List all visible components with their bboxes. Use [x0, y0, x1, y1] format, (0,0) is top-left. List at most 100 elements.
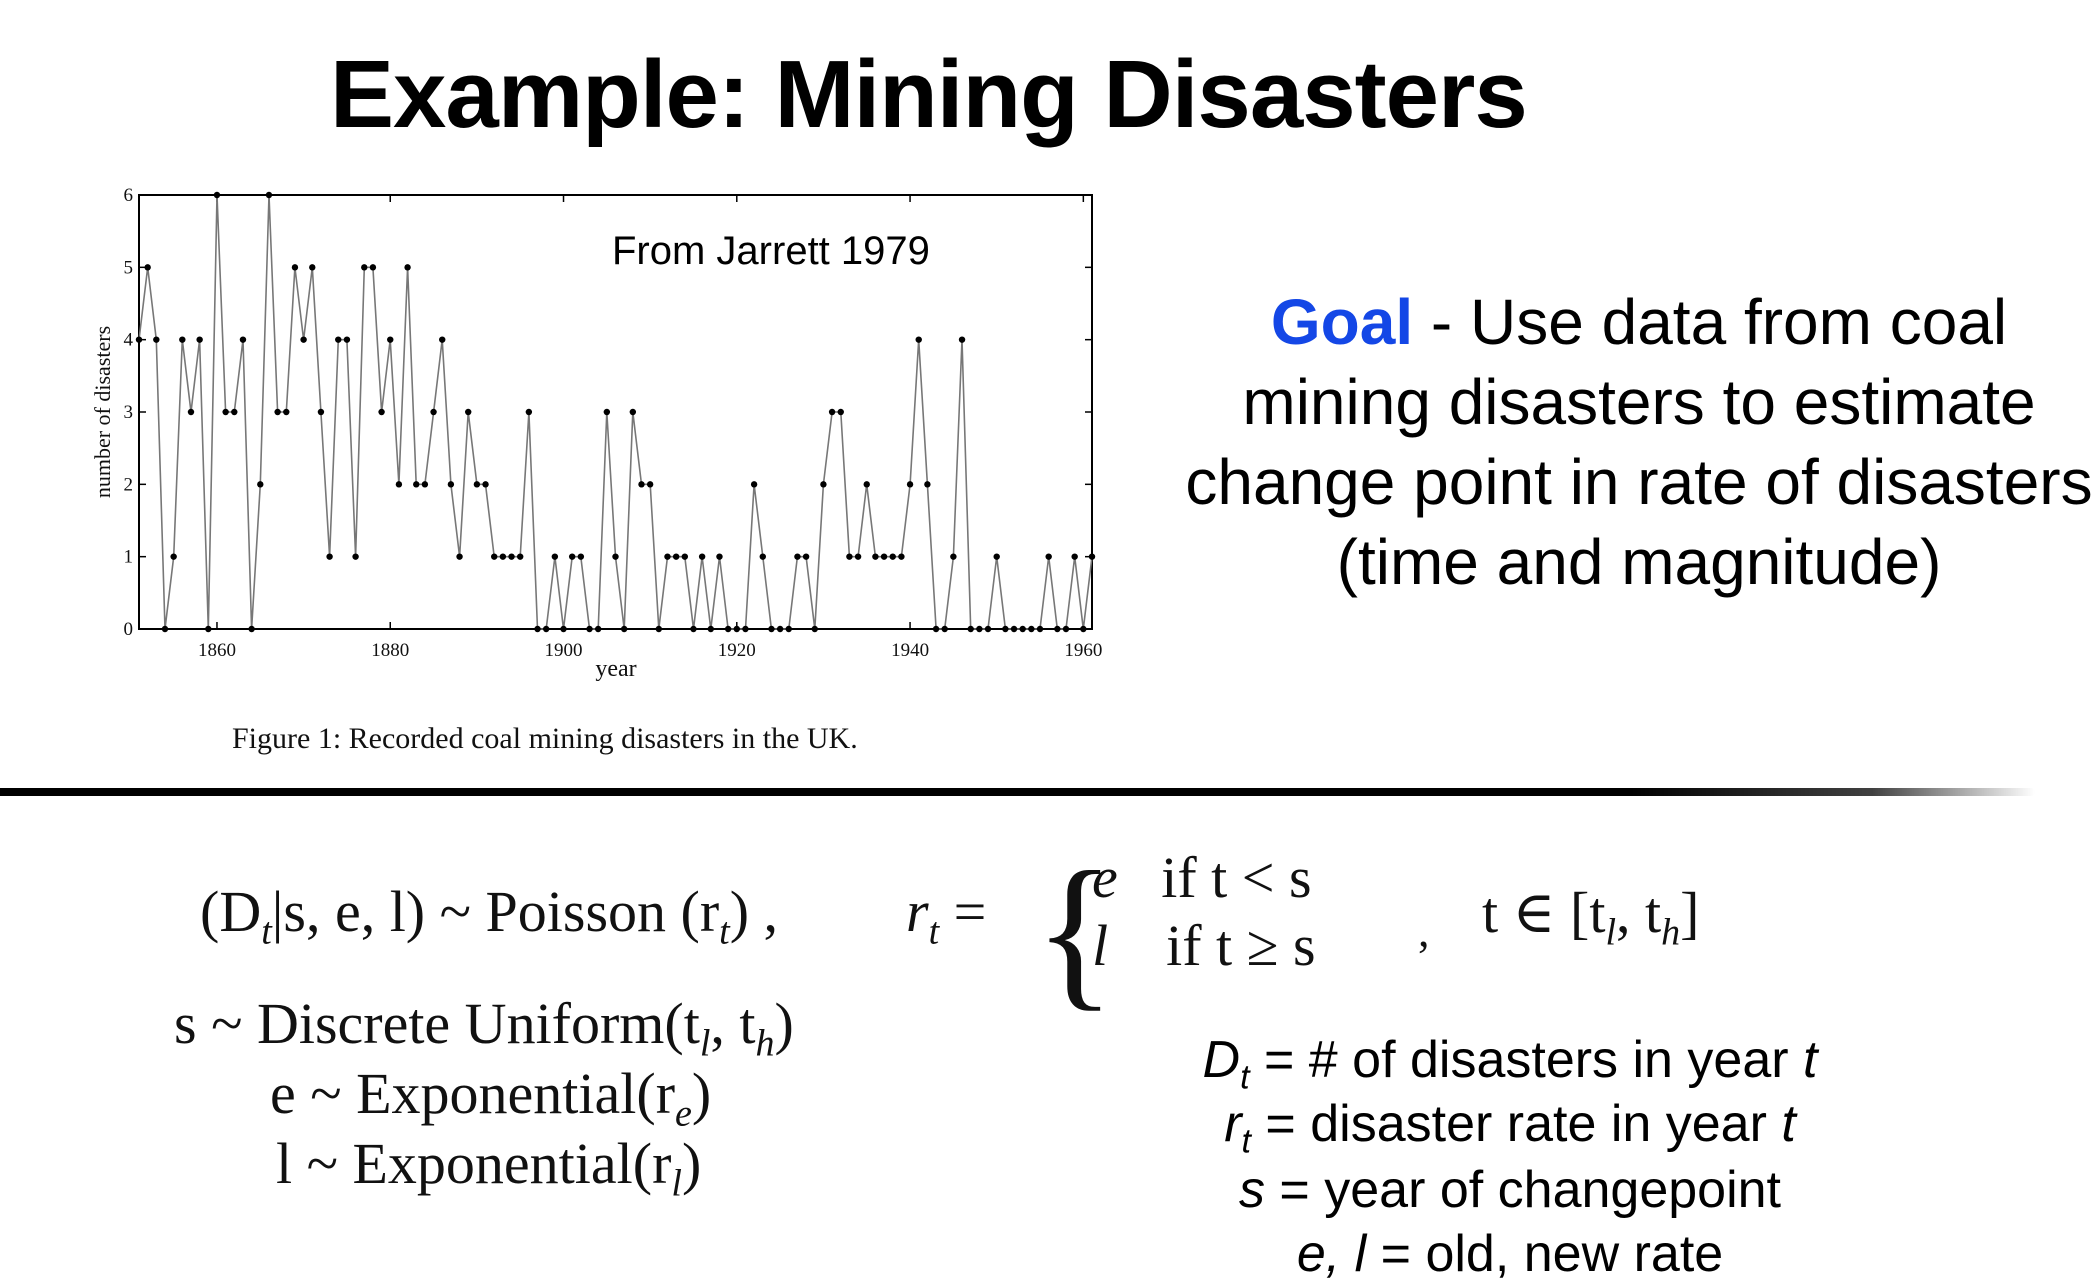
series-points-group [135, 191, 1096, 633]
data-point [603, 408, 611, 416]
data-point [248, 625, 255, 633]
y-tick-label: 0 [124, 619, 134, 640]
data-point [698, 553, 706, 560]
data-point [655, 625, 663, 633]
data-point [768, 625, 775, 633]
rate-lhs-sub: t [928, 910, 940, 953]
x-tick-label: 1960 [1064, 640, 1102, 661]
data-point [508, 553, 515, 560]
data-point [1071, 553, 1078, 560]
data-point [811, 625, 818, 633]
data-point [473, 481, 481, 488]
data-point [231, 408, 238, 416]
chart-annotation: From Jarrett 1979 [612, 229, 930, 273]
data-point [335, 336, 342, 343]
data-point [915, 336, 922, 343]
data-point [378, 408, 385, 416]
data-point [300, 336, 307, 343]
data-point [517, 553, 524, 560]
data-point [369, 264, 377, 271]
data-point [257, 481, 264, 488]
def-d-text: = # of disasters in year [1249, 1031, 1804, 1089]
likelihood-equation: (Dt|s, e, l) ~ Poisson (rt) , [200, 878, 778, 954]
y-tick-label: 3 [124, 402, 134, 423]
data-point [620, 625, 628, 633]
definition-disasters: Dt = # of disasters in year t [1160, 1030, 1860, 1097]
data-point [1028, 625, 1035, 633]
definition-rates: e, l = old, new rate [1160, 1224, 1860, 1284]
range-sub-high: h [1661, 911, 1681, 954]
range-mid: , t [1616, 880, 1662, 945]
case-after-changepoint: l if t ≥ s [1092, 912, 1316, 979]
data-point [1019, 625, 1026, 633]
def-r-symbol: r [1224, 1095, 1242, 1153]
data-point [716, 553, 723, 560]
data-point [906, 481, 914, 488]
slide-title: Example: Mining Disasters [330, 41, 1528, 148]
data-point [447, 481, 455, 488]
disasters-chart: 1860 1880 1900 1920 1940 1960 0 1 2 3 4 5 6 From Jar… [90, 185, 1102, 682]
prior-s-text: s ~ Discrete Uniform(t [174, 991, 700, 1056]
case1-value: e [1092, 845, 1118, 910]
data-point [586, 625, 593, 633]
data-point [1062, 625, 1070, 633]
def-r-var: t [1781, 1095, 1796, 1153]
goal-text: - Use data from coal mining disasters to… [1185, 286, 2093, 598]
data-point [196, 336, 203, 343]
data-point [560, 625, 567, 633]
data-point [759, 553, 766, 560]
data-point [309, 264, 316, 271]
data-point [1002, 625, 1009, 633]
data-point [430, 408, 437, 416]
data-point [361, 264, 368, 271]
data-point [439, 336, 446, 343]
y-tick-label: 1 [124, 547, 134, 568]
x-axis-label: year [595, 656, 636, 682]
definition-rate: rt = disaster rate in year t [1160, 1094, 1860, 1161]
data-point [889, 553, 896, 560]
likelihood-lhs-sub: t [261, 910, 272, 953]
prior-l-close: ) [681, 1131, 702, 1196]
range-prefix: t ∈ [t [1482, 880, 1606, 945]
data-point [932, 625, 940, 633]
data-point [1045, 553, 1052, 560]
data-point [135, 336, 143, 343]
cases-comma: , [1418, 905, 1430, 956]
data-point [352, 553, 359, 560]
data-point [776, 625, 784, 633]
figure-caption: Figure 1: Recorded coal mining disasters… [232, 722, 858, 755]
data-point [482, 481, 489, 488]
def-el-text: = old, new rate [1366, 1225, 1724, 1283]
data-point [872, 553, 879, 560]
data-point [187, 408, 195, 416]
goal-keyword: Goal [1270, 286, 1414, 358]
likelihood-close: ) , [729, 879, 779, 944]
y-tick-label: 4 [124, 330, 134, 351]
data-point [222, 408, 229, 416]
def-s-symbol: s [1238, 1161, 1265, 1219]
data-point [958, 336, 966, 343]
x-tick-label: 1900 [545, 640, 583, 661]
data-point [854, 553, 862, 560]
data-point [456, 553, 463, 560]
rate-equation-lhs: rt = [906, 878, 986, 954]
def-r-sub: t [1241, 1122, 1251, 1161]
data-point [828, 408, 836, 416]
data-point [1036, 625, 1044, 633]
data-point [802, 553, 810, 560]
data-point [265, 191, 273, 199]
x-tick-label: 1920 [718, 640, 756, 661]
data-point [681, 553, 689, 560]
data-point [794, 553, 801, 560]
data-point [976, 625, 983, 633]
data-point [629, 408, 637, 416]
data-point [274, 408, 281, 416]
prior-e-sub: e [675, 1092, 692, 1135]
likelihood-lhs: (D [200, 879, 262, 944]
data-point [525, 408, 533, 416]
data-point [941, 625, 948, 633]
data-point [733, 625, 740, 633]
data-point [750, 481, 758, 488]
data-point [664, 553, 671, 560]
data-point [387, 336, 394, 343]
